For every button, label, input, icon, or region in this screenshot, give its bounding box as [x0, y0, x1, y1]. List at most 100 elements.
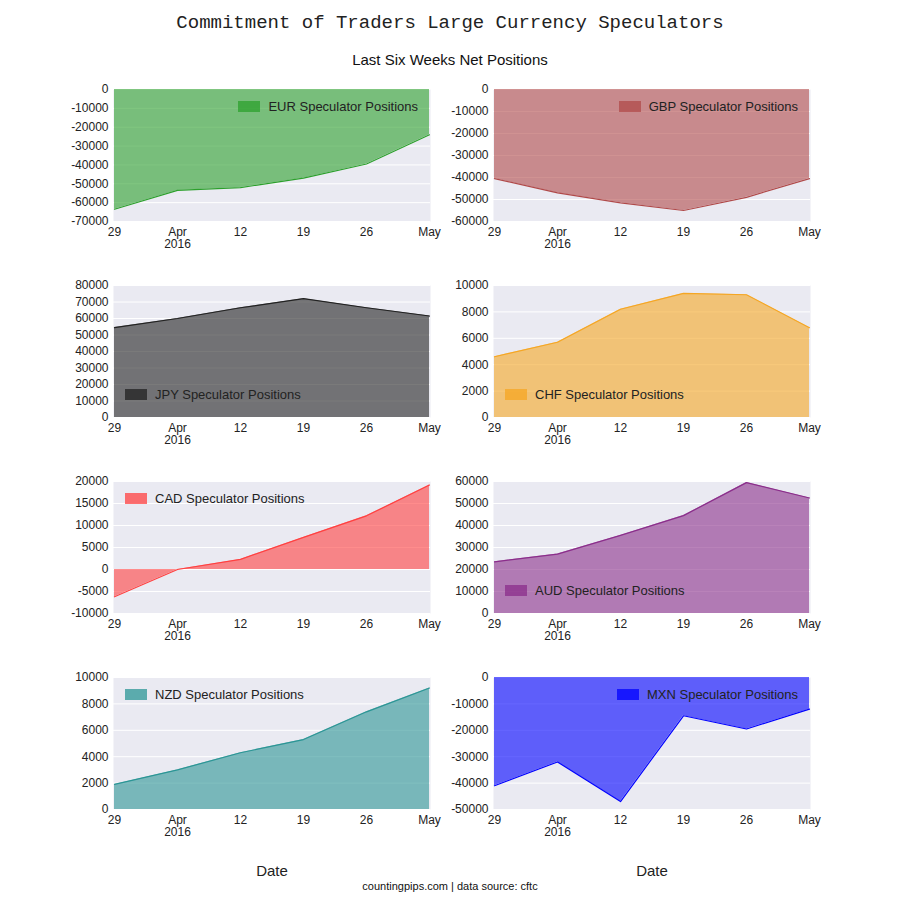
- svg-text:May: May: [798, 617, 821, 631]
- svg-text:-10000: -10000: [71, 606, 109, 620]
- svg-text:May: May: [418, 225, 441, 239]
- svg-text:80000: 80000: [75, 278, 109, 292]
- svg-text:Apr2016: Apr2016: [544, 225, 571, 251]
- svg-text:-40000: -40000: [451, 776, 489, 790]
- svg-text:-60000: -60000: [71, 195, 109, 209]
- svg-text:26: 26: [740, 617, 754, 631]
- svg-text:20000: 20000: [75, 377, 109, 391]
- svg-text:Apr2016: Apr2016: [544, 813, 571, 839]
- svg-text:10000: 10000: [455, 584, 489, 598]
- svg-text:-60000: -60000: [451, 214, 489, 228]
- svg-text:29: 29: [108, 617, 122, 631]
- svg-text:6000: 6000: [462, 331, 489, 345]
- svg-text:-10000: -10000: [71, 101, 109, 115]
- svg-text:May: May: [418, 813, 441, 827]
- svg-text:4000: 4000: [82, 750, 109, 764]
- svg-text:40000: 40000: [455, 518, 489, 532]
- svg-text:-70000: -70000: [71, 214, 109, 228]
- svg-text:50000: 50000: [455, 496, 489, 510]
- svg-text:26: 26: [740, 225, 754, 239]
- svg-text:2000: 2000: [82, 776, 109, 790]
- svg-text:29: 29: [108, 813, 122, 827]
- svg-text:-20000: -20000: [71, 120, 109, 134]
- svg-text:-50000: -50000: [451, 802, 489, 816]
- svg-text:12: 12: [234, 617, 248, 631]
- svg-text:May: May: [418, 617, 441, 631]
- svg-text:12: 12: [614, 617, 628, 631]
- svg-text:Apr2016: Apr2016: [544, 421, 571, 447]
- svg-text:50000: 50000: [75, 328, 109, 342]
- svg-text:19: 19: [677, 225, 691, 239]
- svg-text:4000: 4000: [462, 358, 489, 372]
- svg-text:Apr2016: Apr2016: [164, 617, 191, 643]
- svg-text:26: 26: [360, 225, 374, 239]
- svg-text:19: 19: [297, 225, 311, 239]
- svg-text:29: 29: [488, 813, 502, 827]
- svg-text:-10000: -10000: [451, 104, 489, 118]
- svg-text:-5000: -5000: [78, 584, 109, 598]
- svg-text:May: May: [798, 813, 821, 827]
- svg-text:-30000: -30000: [451, 750, 489, 764]
- svg-text:70000: 70000: [75, 295, 109, 309]
- svg-text:-40000: -40000: [451, 170, 489, 184]
- svg-text:60000: 60000: [455, 474, 489, 488]
- svg-text:Date: Date: [636, 862, 668, 879]
- svg-text:0: 0: [102, 82, 109, 96]
- svg-text:20000: 20000: [455, 562, 489, 576]
- svg-text:15000: 15000: [75, 496, 109, 510]
- svg-text:May: May: [418, 421, 441, 435]
- svg-text:-50000: -50000: [451, 192, 489, 206]
- svg-text:-20000: -20000: [451, 723, 489, 737]
- svg-text:12: 12: [614, 813, 628, 827]
- svg-text:5000: 5000: [82, 540, 109, 554]
- svg-text:Apr2016: Apr2016: [164, 421, 191, 447]
- svg-text:Apr2016: Apr2016: [164, 225, 191, 251]
- svg-text:12: 12: [614, 421, 628, 435]
- svg-text:0: 0: [102, 562, 109, 576]
- svg-text:19: 19: [677, 421, 691, 435]
- svg-text:-20000: -20000: [451, 126, 489, 140]
- svg-text:-30000: -30000: [451, 148, 489, 162]
- svg-text:-40000: -40000: [71, 158, 109, 172]
- svg-text:26: 26: [740, 421, 754, 435]
- svg-text:29: 29: [108, 421, 122, 435]
- svg-text:12: 12: [614, 225, 628, 239]
- svg-text:May: May: [798, 421, 821, 435]
- svg-text:0: 0: [482, 82, 489, 96]
- svg-text:26: 26: [360, 813, 374, 827]
- svg-text:19: 19: [677, 813, 691, 827]
- svg-text:29: 29: [488, 421, 502, 435]
- svg-text:26: 26: [360, 617, 374, 631]
- svg-text:29: 29: [108, 225, 122, 239]
- svg-text:10000: 10000: [75, 394, 109, 408]
- svg-text:Apr2016: Apr2016: [164, 813, 191, 839]
- svg-text:6000: 6000: [82, 723, 109, 737]
- svg-text:12: 12: [234, 421, 248, 435]
- svg-text:2000: 2000: [462, 384, 489, 398]
- svg-text:10000: 10000: [455, 278, 489, 292]
- svg-text:19: 19: [297, 421, 311, 435]
- svg-text:40000: 40000: [75, 344, 109, 358]
- svg-text:Date: Date: [256, 862, 288, 879]
- svg-text:-50000: -50000: [71, 177, 109, 191]
- svg-text:Apr2016: Apr2016: [544, 617, 571, 643]
- svg-text:0: 0: [482, 670, 489, 684]
- svg-text:29: 29: [488, 225, 502, 239]
- svg-text:10000: 10000: [75, 670, 109, 684]
- svg-text:26: 26: [360, 421, 374, 435]
- svg-text:10000: 10000: [75, 518, 109, 532]
- svg-text:12: 12: [234, 813, 248, 827]
- svg-text:29: 29: [488, 617, 502, 631]
- svg-text:19: 19: [677, 617, 691, 631]
- svg-text:8000: 8000: [462, 305, 489, 319]
- svg-text:8000: 8000: [82, 697, 109, 711]
- svg-text:60000: 60000: [75, 311, 109, 325]
- svg-text:30000: 30000: [75, 361, 109, 375]
- svg-text:30000: 30000: [455, 540, 489, 554]
- svg-text:19: 19: [297, 617, 311, 631]
- svg-text:20000: 20000: [75, 474, 109, 488]
- svg-text:26: 26: [740, 813, 754, 827]
- svg-text:May: May: [798, 225, 821, 239]
- svg-text:-30000: -30000: [71, 139, 109, 153]
- svg-text:12: 12: [234, 225, 248, 239]
